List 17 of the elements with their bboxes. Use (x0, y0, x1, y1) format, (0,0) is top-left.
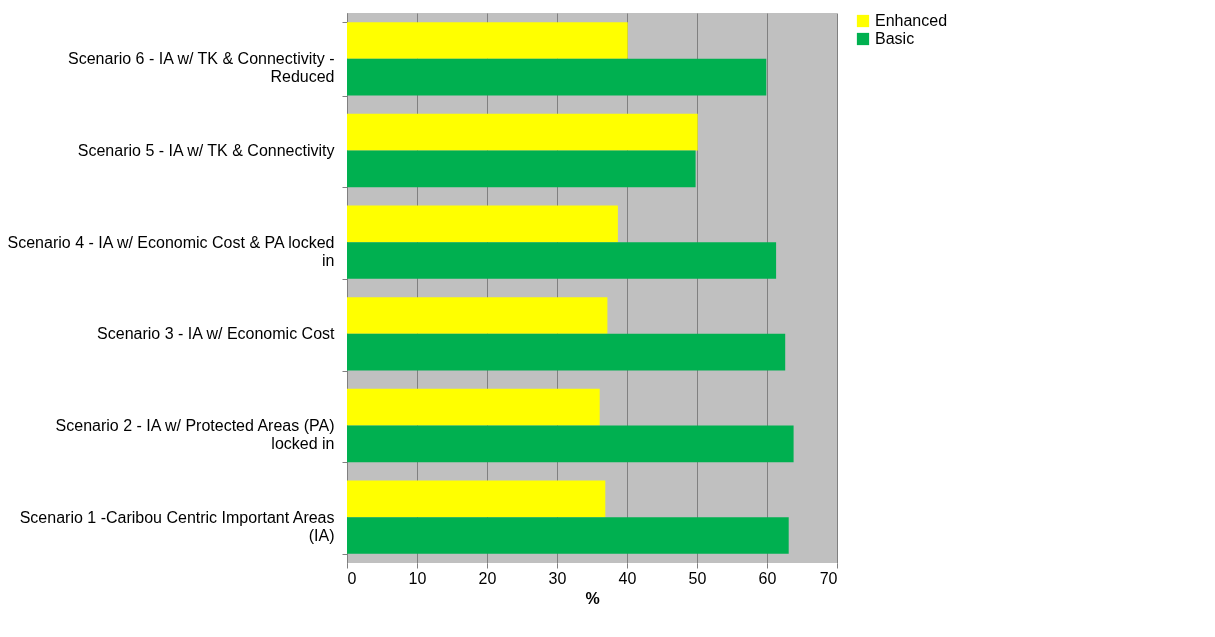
y-tick-label: Scenario 3 - IA w/ Economic Cost (97, 325, 336, 343)
y-tick-label: Scenario 1 -Caribou Centric Important Areas (IA) (19, 508, 335, 544)
y-tick-label: Scenario 5 - IA w/ TK & Connectivity (77, 142, 335, 159)
x-axis-title: % (585, 589, 600, 607)
x-tick-label: 40 (618, 569, 637, 587)
x-tick-label: 20 (478, 569, 497, 587)
x-tick-label: 60 (758, 569, 777, 587)
y-tick-label: Scenario 6 - IA w/ TK & Connectivity - Reduced (68, 50, 335, 86)
y-tick-label: Scenario 4 - IA w/ Economic Cost & PA locked in (7, 233, 335, 269)
legend-label: Enhanced (875, 12, 948, 29)
x-tick-label: 30 (548, 569, 567, 587)
x-tick-label: 10 (408, 569, 427, 587)
legend-label: Basic (875, 30, 915, 47)
x-tick-label: 50 (688, 569, 707, 587)
y-tick-label: Scenario 2 - IA w/ Protected Areas (PA) locked in (55, 417, 335, 452)
x-tick-label: 0 (347, 569, 357, 587)
x-tick-label: 70 (819, 569, 838, 587)
